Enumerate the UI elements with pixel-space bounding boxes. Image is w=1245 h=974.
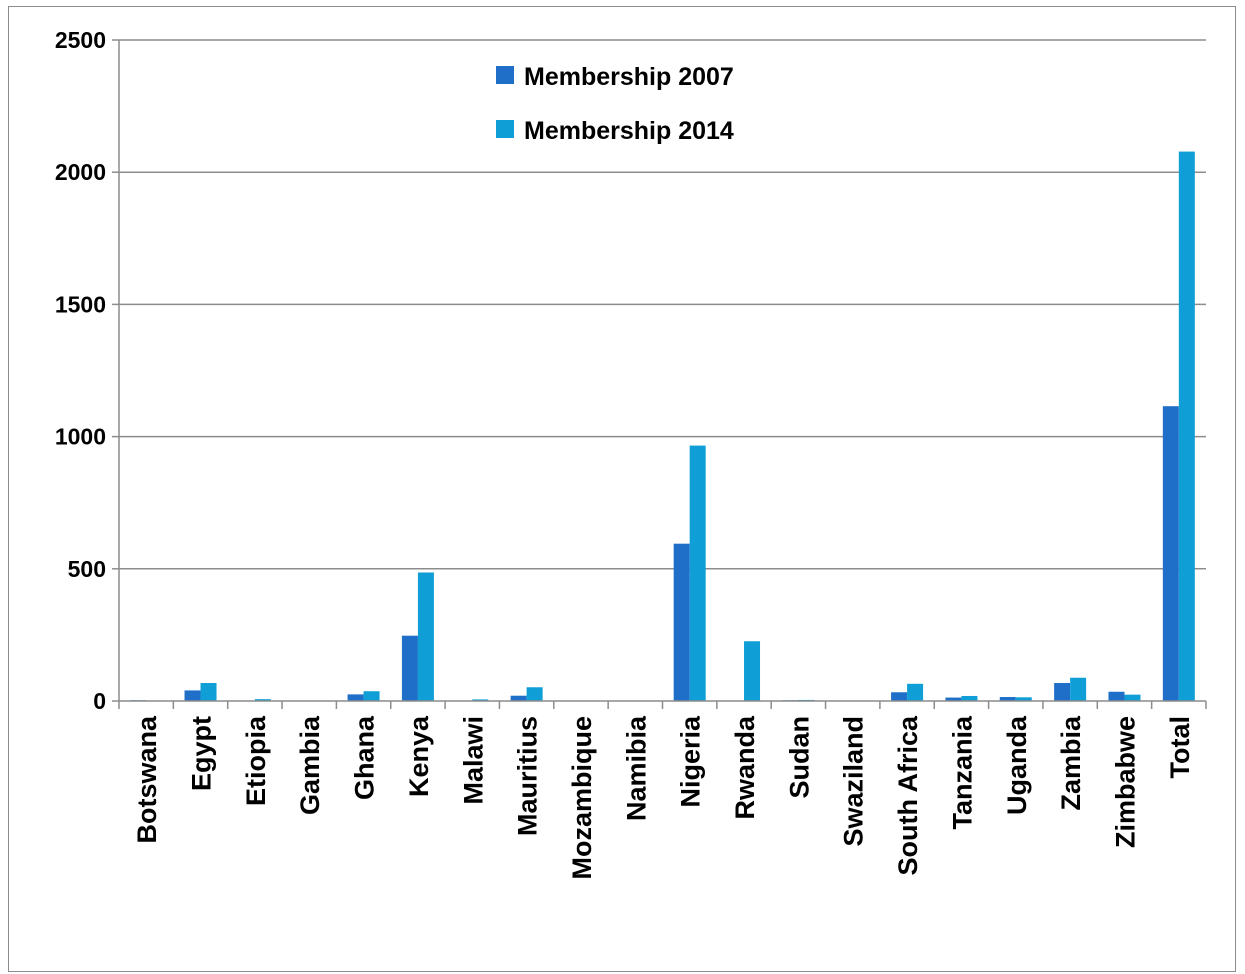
bar-2014-south-africa — [907, 683, 924, 701]
bar-2007-uganda — [999, 697, 1016, 701]
bar-2014-zambia — [1070, 677, 1087, 701]
y-tick-label: 2000 — [55, 159, 106, 185]
x-tick-label: Kenya — [404, 715, 434, 797]
bar-2014-nigeria — [689, 445, 706, 701]
bar-2007-zimbabwe — [1108, 691, 1125, 701]
y-tick-label: 500 — [68, 556, 106, 582]
x-tick-labels: Botswana Egypt Etiopia Gambia Ghana Kenya Mala… — [132, 715, 1195, 879]
bar-2007-mauritius — [510, 695, 527, 701]
axes — [112, 39, 1207, 709]
x-tick-label: Total — [1165, 716, 1195, 779]
x-tick-label: Rwanda — [730, 715, 760, 820]
legend: Membership 2007 Membership 2014 — [496, 63, 734, 145]
gridlines — [119, 39, 1206, 570]
x-tick-label: Uganda — [1002, 715, 1032, 815]
x-tick-label: Gambia — [295, 715, 325, 815]
bar-2007-egypt — [184, 690, 201, 701]
x-tick-label: Tanzania — [947, 715, 977, 830]
x-tick-label: Mauritius — [513, 716, 543, 836]
bar-2007-kenya — [401, 635, 418, 701]
x-tick-label: Sudan — [784, 716, 814, 799]
y-tick-label: 2500 — [55, 27, 106, 53]
bars — [130, 151, 1195, 702]
x-tick-label: Etiopia — [241, 715, 271, 806]
bar-2007-south-africa — [891, 692, 908, 701]
chart-frame — [8, 6, 1236, 972]
bar-2007-ghana — [347, 694, 364, 701]
x-tick-label: Botswana — [132, 715, 162, 844]
x-tick-label: South Africa — [893, 715, 923, 875]
bar-2014-tanzania — [961, 695, 978, 701]
bar-2014-uganda — [1015, 697, 1032, 701]
bar-2014-rwanda — [744, 641, 761, 701]
y-tick-label: 1000 — [55, 424, 106, 450]
x-tick-label: Malawi — [458, 716, 488, 805]
x-tick-label: Namibia — [621, 715, 651, 821]
y-tick-label: 0 — [93, 688, 106, 714]
bar-2014-mauritius — [526, 687, 543, 701]
x-tick-label: Zimbabwe — [1110, 716, 1140, 848]
x-tick-label: Nigeria — [676, 715, 706, 808]
bar-2014-malawi — [472, 699, 489, 701]
bar-2014-kenya — [417, 572, 434, 701]
x-tick-label: Ghana — [350, 715, 380, 800]
y-tick-label: 1500 — [55, 291, 106, 317]
bar-2014-total — [1178, 151, 1195, 702]
bar-2007-zambia — [1054, 683, 1071, 701]
bar-2014-etiopia — [254, 699, 271, 701]
bar-2014-ghana — [363, 691, 380, 701]
x-tick-label: Mozambique — [567, 716, 597, 880]
bar-2007-tanzania — [945, 697, 962, 701]
y-tick-labels: 0 500 1000 1500 2000 2500 — [55, 27, 106, 714]
bar-2007-nigeria — [673, 543, 690, 701]
bar-2007-total — [1162, 406, 1179, 701]
x-tick-label: Swaziland — [839, 716, 869, 847]
legend-swatch — [496, 66, 514, 84]
bar-2014-zimbabwe — [1124, 694, 1141, 701]
legend-swatch — [496, 120, 514, 138]
bar-2014-egypt — [200, 683, 217, 701]
x-tick-label: Zambia — [1056, 715, 1086, 811]
legend-label: Membership 2014 — [524, 117, 734, 145]
legend-label: Membership 2007 — [524, 63, 734, 91]
x-tick-label: Egypt — [187, 716, 217, 791]
